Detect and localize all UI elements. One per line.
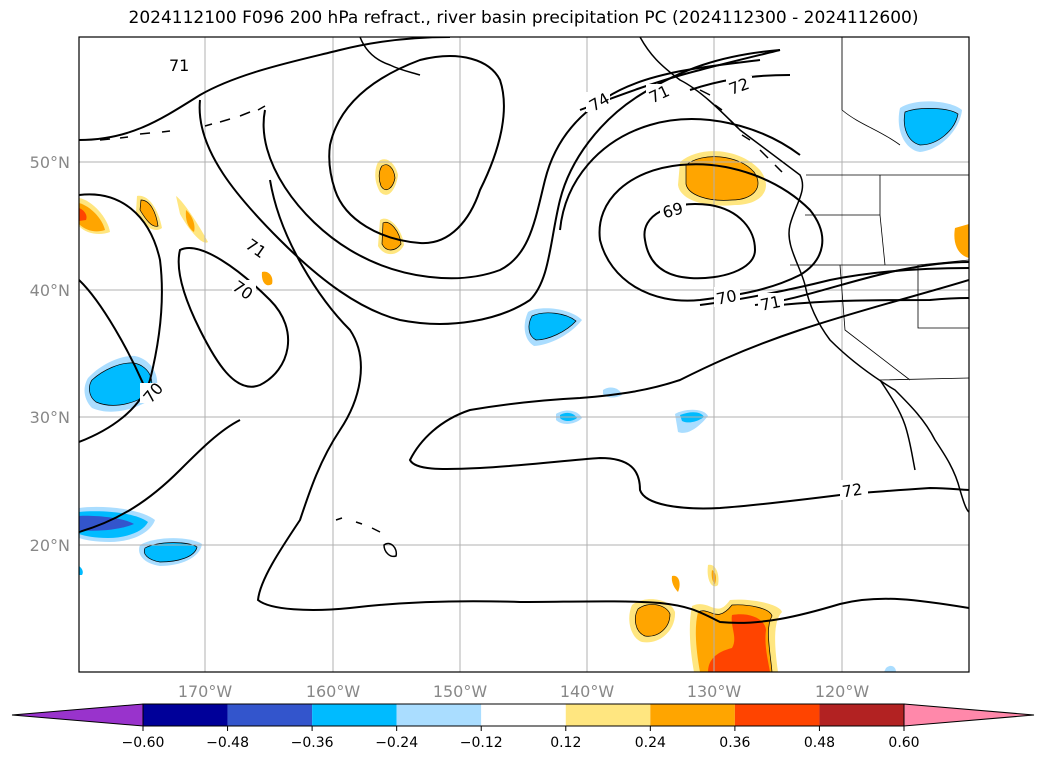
contour-71-ridge <box>198 49 781 325</box>
lon-label: 140°W <box>560 682 615 701</box>
precip-positive-area <box>708 614 770 672</box>
colorbar-cell <box>227 704 313 726</box>
colorbar-tick-label: −0.48 <box>206 735 249 751</box>
contour-74-east <box>579 49 781 111</box>
lat-label: 30°N <box>30 408 70 427</box>
latitude-labels: 50°N 40°N 30°N 20°N <box>30 153 70 555</box>
lon-label: 150°W <box>433 682 488 701</box>
contour-70-loop <box>177 247 289 388</box>
contour-label: 70 <box>715 286 739 309</box>
precip-positive-area <box>140 200 158 227</box>
colorbar-cell <box>481 704 566 726</box>
colorbar-tick-label: 0.24 <box>635 735 666 751</box>
hawaii-islands <box>335 517 398 558</box>
precip-positive-area <box>261 271 273 286</box>
contour-label: 71 <box>169 56 189 75</box>
precip-negative-area <box>884 665 896 672</box>
colorbar-cell <box>396 704 482 726</box>
contour-west-outer <box>79 193 163 443</box>
contour-label-group: 71 71 70 70 74 71 72 69 70 71 72 <box>139 56 868 501</box>
precip-positive-area <box>379 164 395 190</box>
contour-label: 69 <box>661 199 686 223</box>
colorbar: −0.60 −0.48 −0.36 −0.24 −0.12 0.12 0.24 0.36 0.4… <box>11 703 1035 751</box>
contour-bottom <box>79 419 241 533</box>
lat-label: 40°N <box>30 281 70 300</box>
lat-label: 20°N <box>30 536 70 555</box>
contour-72-tongue <box>408 279 969 510</box>
longitude-labels: 170°W 160°W 150°W 140°W 130°W 120°W <box>178 682 870 701</box>
colorbar-tick-label: 0.60 <box>888 735 919 751</box>
precip-positive-area <box>954 224 969 258</box>
colorbar-tick-label: −0.36 <box>291 735 334 751</box>
lon-label: 160°W <box>306 682 361 701</box>
precip-negative-area <box>79 566 83 575</box>
contour-70-low <box>598 163 824 302</box>
precip-negative-area <box>144 542 197 562</box>
colorbar-cell <box>819 704 904 726</box>
precip-negative-area <box>528 312 576 340</box>
map-frame <box>79 37 969 672</box>
precip-negative-area <box>89 362 152 406</box>
colorbar-over-arrow <box>903 703 1035 727</box>
precip-positive-area <box>79 203 105 232</box>
lon-label: 130°W <box>687 682 742 701</box>
colorbar-under-arrow <box>11 703 144 727</box>
colorbar-cell <box>143 704 228 726</box>
map-title: 2024112100 F096 200 hPa refract., river … <box>128 8 919 28</box>
contour-74-ridge <box>328 55 505 245</box>
map-border <box>78 36 970 673</box>
baja-coast <box>879 379 916 471</box>
colorbar-tick-label: −0.12 <box>460 735 503 751</box>
contour-72-ridge <box>262 59 761 280</box>
colorbar-tick-label: 0.12 <box>550 735 581 751</box>
contour-label: 72 <box>841 480 864 502</box>
lat-label: 50°N <box>30 153 70 172</box>
precip-positive-area <box>185 210 195 232</box>
precip-negative-area <box>904 108 958 145</box>
colorbar-tick-label: −0.60 <box>122 735 165 751</box>
aleutian-islands <box>99 105 266 141</box>
lon-label: 170°W <box>178 682 233 701</box>
colorbar-tick-label: 0.48 <box>804 735 835 751</box>
precip-positive-area <box>382 222 401 250</box>
colorbar-tick-label: 0.36 <box>719 735 750 751</box>
colorbar-cell <box>650 704 735 726</box>
canada-provinces <box>841 37 901 146</box>
lon-label: 120°W <box>815 682 870 701</box>
colorbar-cell <box>734 704 820 726</box>
colorbar-tick-label: −0.24 <box>375 735 418 751</box>
alaska-coast <box>359 37 421 76</box>
colorbar-cell <box>312 704 397 726</box>
contour-label: 71 <box>759 292 783 315</box>
precip-outlines <box>89 108 959 672</box>
colorbar-cell <box>565 704 651 726</box>
contour-71-east <box>779 297 969 306</box>
contour-71-west <box>79 37 451 141</box>
precip-positive-area <box>686 156 759 201</box>
precip-positive-area <box>671 575 680 592</box>
precip-positive-area <box>635 604 670 637</box>
precip-positive-area <box>79 208 87 221</box>
